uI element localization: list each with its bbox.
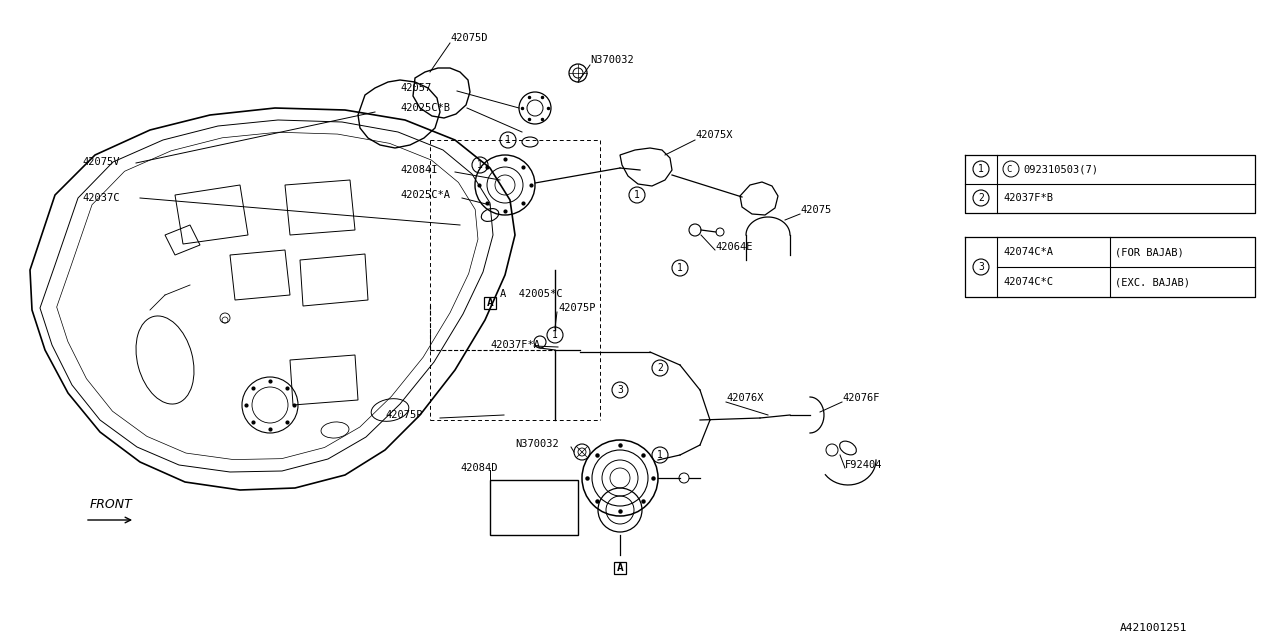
Text: 42075V: 42075V [82, 157, 119, 167]
Text: 2: 2 [978, 193, 984, 203]
Text: 42075P: 42075P [385, 410, 422, 420]
Text: 42025C*A: 42025C*A [399, 190, 451, 200]
Text: A: A [486, 298, 493, 308]
Text: A  42005*C: A 42005*C [500, 289, 562, 299]
Bar [614, 562, 626, 574]
Text: 1: 1 [477, 160, 483, 170]
Text: 092310503(7): 092310503(7) [1023, 164, 1098, 174]
Text: 1: 1 [978, 164, 984, 174]
Text: C: C [1006, 164, 1011, 173]
Text: 42037F*B: 42037F*B [1004, 193, 1053, 203]
Text: 42064E: 42064E [716, 242, 753, 252]
Text: N370032: N370032 [590, 55, 634, 65]
Text: 42074C*C: 42074C*C [1004, 277, 1053, 287]
Text: 42075D: 42075D [451, 33, 488, 43]
Text: 1: 1 [634, 190, 640, 200]
Text: 1: 1 [657, 450, 663, 460]
Bar [490, 480, 579, 535]
Text: 42037F*A: 42037F*A [490, 340, 540, 350]
Text: 42084I: 42084I [399, 165, 438, 175]
Text: N370032: N370032 [515, 439, 559, 449]
Text: 3: 3 [978, 262, 984, 272]
Text: 42037C: 42037C [82, 193, 119, 203]
Text: FRONT: FRONT [90, 498, 133, 511]
Text: 42076X: 42076X [726, 393, 763, 403]
Text: 42057: 42057 [399, 83, 431, 93]
Text: 2: 2 [657, 363, 663, 373]
Text: 1: 1 [677, 263, 684, 273]
Text: 3: 3 [617, 385, 623, 395]
Text: 1: 1 [552, 330, 558, 340]
Text: (EXC. BAJAB): (EXC. BAJAB) [1115, 277, 1190, 287]
Text: 42075X: 42075X [695, 130, 732, 140]
Text: 42074C*A: 42074C*A [1004, 247, 1053, 257]
Text: 42075P: 42075P [558, 303, 595, 313]
Text: A421001251: A421001251 [1120, 623, 1188, 633]
Bar [484, 297, 497, 309]
Text: (FOR BAJAB): (FOR BAJAB) [1115, 247, 1184, 257]
Text: A: A [617, 563, 623, 573]
Text: F92404: F92404 [845, 460, 882, 470]
Text: 42025C*B: 42025C*B [399, 103, 451, 113]
Text: 42084D: 42084D [460, 463, 498, 473]
Text: 42075: 42075 [800, 205, 831, 215]
Text: 42076F: 42076F [842, 393, 879, 403]
Text: 1: 1 [506, 135, 511, 145]
